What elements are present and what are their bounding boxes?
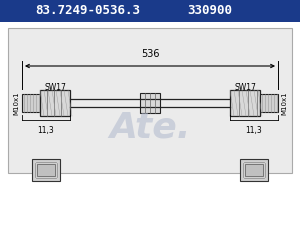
Bar [40, 90, 70, 116]
Text: Ate.: Ate. [109, 111, 191, 145]
Bar [8, 28, 292, 173]
Bar [260, 94, 278, 112]
Bar [230, 90, 260, 116]
Text: SW17: SW17 [234, 83, 256, 92]
Text: SW17: SW17 [44, 83, 66, 92]
Text: M10x1: M10x1 [281, 91, 287, 115]
Bar [22, 94, 40, 112]
Text: 83.7249-0536.3: 83.7249-0536.3 [35, 4, 140, 18]
Bar [0, 0, 300, 22]
Text: 11,3: 11,3 [38, 126, 54, 135]
Bar [240, 159, 268, 181]
Text: 536: 536 [141, 49, 159, 59]
Text: 11,3: 11,3 [246, 126, 262, 135]
Bar [32, 159, 60, 181]
Bar [140, 93, 160, 113]
Bar [37, 164, 55, 176]
Text: M10x1: M10x1 [13, 91, 19, 115]
Bar [245, 164, 263, 176]
Text: 330900: 330900 [188, 4, 232, 18]
